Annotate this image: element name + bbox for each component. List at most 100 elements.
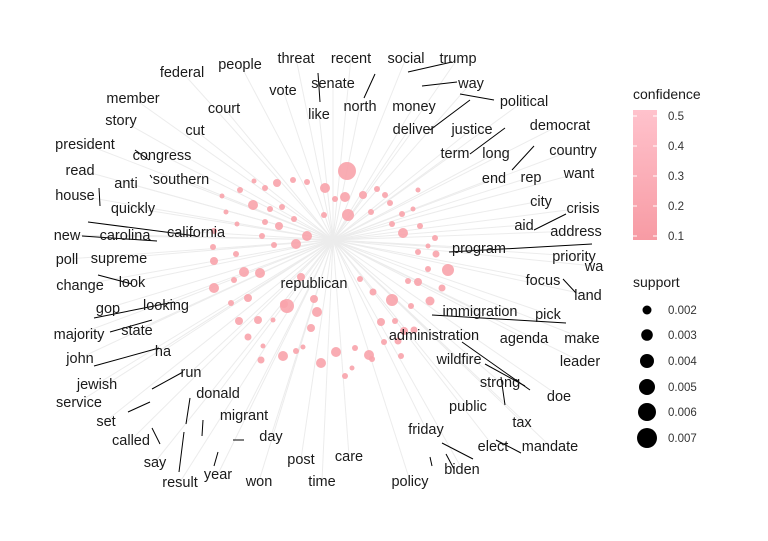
label-leader-line [98, 187, 101, 207]
term-label: crisis [566, 201, 599, 217]
rule-node [369, 356, 375, 362]
term-label: majority [54, 327, 106, 343]
term-label: money [392, 99, 436, 115]
term-label: focus [526, 273, 561, 289]
edge-line [332, 239, 463, 470]
edge-line [190, 239, 334, 373]
edge-line [194, 129, 334, 241]
edge-line [332, 239, 595, 267]
term-label: administration [389, 328, 479, 344]
rule-node [260, 343, 266, 349]
rule-node [425, 266, 431, 272]
edge-line [332, 57, 352, 241]
term-label: looking [143, 298, 189, 314]
term-label: land [574, 288, 601, 304]
term-label: say [144, 455, 167, 471]
rule-node [415, 249, 421, 255]
label-leader-line [533, 213, 567, 231]
edge-line [79, 239, 334, 359]
rule-node [223, 209, 229, 215]
label-leader-line [441, 442, 474, 460]
rule-node [432, 250, 440, 258]
term-label: like [308, 107, 330, 123]
edge-line [332, 239, 549, 315]
rule-node [398, 228, 408, 238]
edge-line [74, 194, 334, 241]
label-leader-line [469, 127, 506, 155]
term-label: aid [514, 218, 533, 234]
term-label: social [387, 51, 424, 67]
nodes-layer [209, 162, 454, 379]
rule-node [438, 284, 446, 292]
term-label: cut [185, 123, 204, 139]
rule-node [359, 191, 367, 199]
edge-line [161, 154, 334, 241]
support-key-label: 0.004 [668, 356, 697, 368]
edge-line [332, 239, 544, 281]
rule-node [357, 276, 363, 282]
term-label: federal [160, 65, 204, 81]
term-label: trump [439, 51, 476, 67]
rule-node [320, 183, 330, 193]
term-label: political [500, 94, 548, 110]
rule-node [237, 187, 243, 193]
term-label: agenda [500, 331, 549, 347]
edge-line [179, 239, 334, 483]
term-label: run [181, 365, 202, 381]
rule-node [248, 200, 258, 210]
support-key-label: 0.002 [668, 305, 697, 317]
term-label: recent [331, 51, 371, 67]
confidence-tick-label: 0.4 [668, 141, 685, 153]
term-label: house [55, 188, 95, 204]
label-leader-line [562, 278, 577, 294]
edge-line [332, 176, 532, 241]
term-label: north [343, 99, 376, 115]
rule-node [279, 204, 285, 210]
confidence-tick-label: 0.5 [668, 111, 684, 123]
term-label: california [167, 225, 226, 241]
edges-layer [66, 57, 595, 483]
term-label: pick [535, 307, 562, 323]
label-leader-line [407, 61, 453, 73]
edge-line [130, 239, 334, 441]
labels-layer: republican people threat recent social trump f… [54, 51, 605, 491]
label-leader-line [431, 314, 567, 324]
rule-node [275, 222, 283, 230]
edge-line [332, 239, 427, 430]
label-leader-line [185, 397, 191, 425]
rule-node [400, 327, 408, 335]
rule-node [349, 365, 355, 371]
edge-line [332, 124, 561, 241]
label-leader-line [213, 451, 219, 467]
rule-node [331, 347, 341, 357]
edge-line [180, 178, 334, 241]
term-label: john [65, 351, 93, 367]
term-label: priority [552, 249, 596, 265]
rule-node [342, 209, 354, 221]
edge-line [223, 107, 334, 241]
rule-node [228, 300, 234, 306]
edge-line [120, 119, 334, 241]
rule-node [262, 185, 268, 191]
edge-line [332, 57, 407, 241]
edge-line [217, 239, 334, 475]
support-key-label: 0.006 [668, 407, 697, 419]
term-label: country [549, 143, 597, 159]
rule-node [425, 243, 431, 249]
term-label: gop [96, 301, 120, 317]
term-label: make [564, 331, 599, 347]
edge-line [332, 239, 469, 407]
rule-node [233, 251, 239, 257]
term-label: way [457, 76, 485, 92]
edge-line [332, 239, 589, 296]
edge-line [332, 128, 473, 241]
rule-node [442, 264, 454, 276]
term-label: new [54, 228, 81, 244]
rule-node [382, 192, 388, 198]
edge-line [332, 239, 551, 447]
edge-line [107, 239, 334, 309]
label-leader-line [93, 301, 175, 319]
rule-node [300, 344, 306, 350]
term-label: address [550, 224, 602, 240]
term-label: immigration [443, 304, 518, 320]
